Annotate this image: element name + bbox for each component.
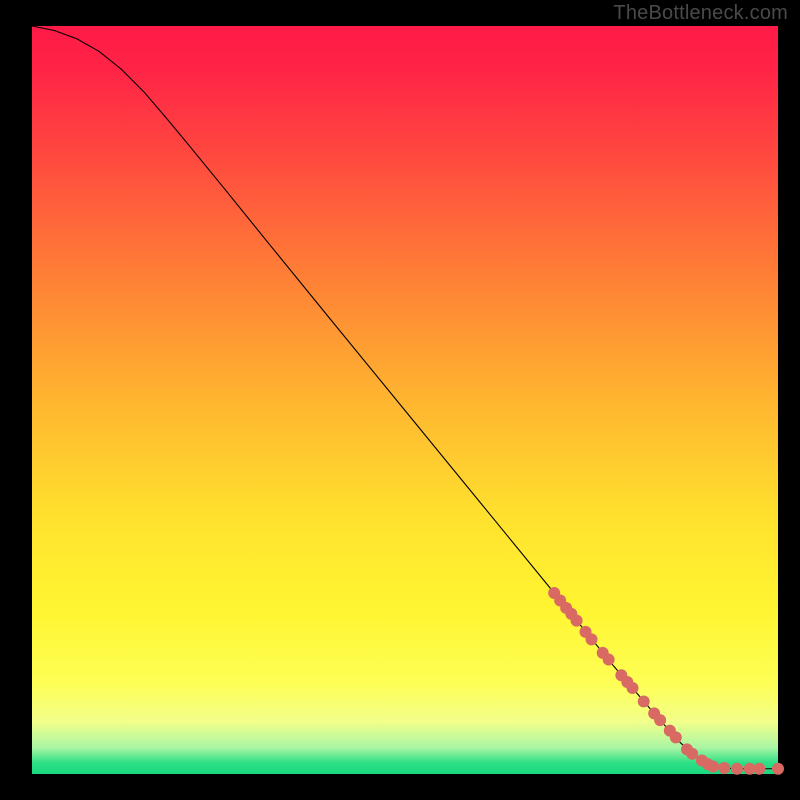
marker-point [686,748,698,760]
plot-background [32,26,778,774]
marker-point [586,633,598,645]
watermark-text: TheBottleneck.com [613,2,788,25]
marker-point [772,763,784,775]
marker-point [718,762,730,774]
marker-point [603,654,615,666]
marker-point [627,682,639,694]
plot-svg [0,0,800,800]
marker-point [654,714,666,726]
marker-point [638,695,650,707]
marker-point [571,615,583,627]
chart-container: TheBottleneck.com [0,0,800,800]
marker-point [731,763,743,775]
marker-point [753,763,765,775]
marker-point [707,761,719,773]
marker-point [670,731,682,743]
